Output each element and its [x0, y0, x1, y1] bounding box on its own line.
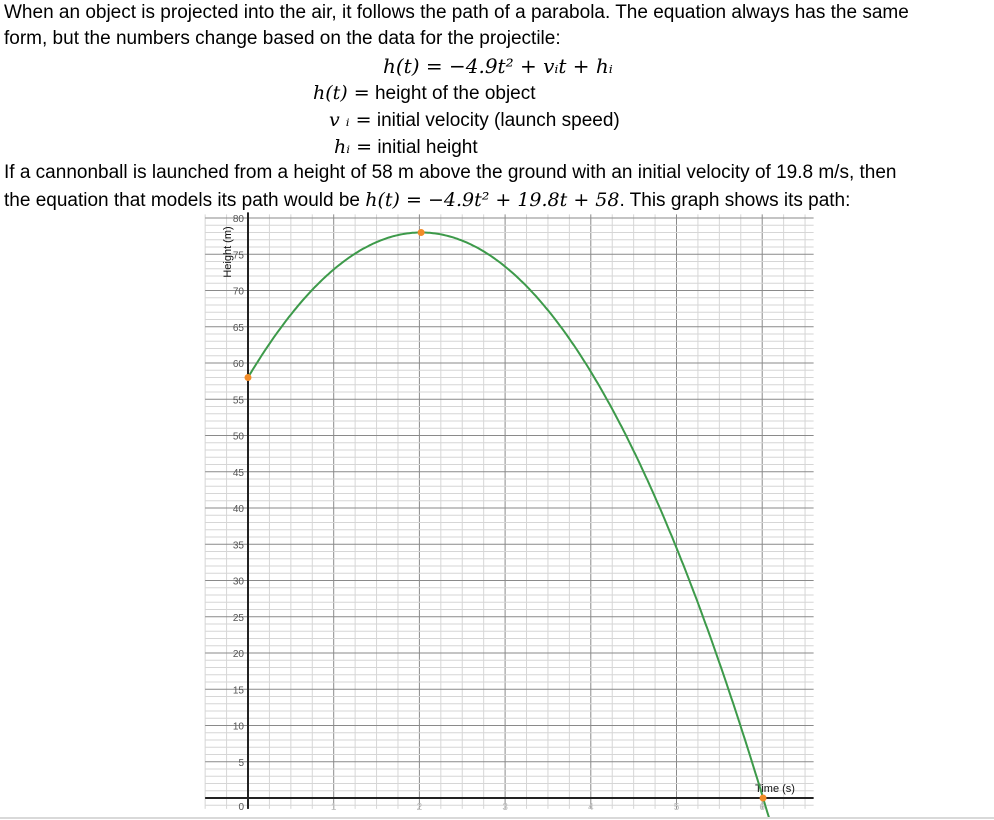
y-tick-label: 50	[233, 432, 245, 443]
intro-line-1: When an object is projected into the air…	[4, 2, 909, 23]
example-line-1: If a cannonball is launched from a heigh…	[4, 162, 897, 183]
x-tick-label: 1	[331, 802, 337, 813]
general-equation: h(t) = −4.9t² + vᵢt + hᵢ	[383, 54, 613, 78]
x-tick-label: 3	[502, 802, 508, 813]
x-tick-label: 5	[674, 802, 680, 813]
y-tick-label: 30	[233, 577, 245, 588]
x-tick-label: 4	[588, 802, 594, 813]
x-tick-label: 2	[417, 802, 423, 813]
data-point	[417, 229, 425, 236]
x-tick-label: 0	[238, 802, 244, 813]
definition-symbol: hᵢ =	[334, 136, 373, 158]
definition-text: initial velocity (launch speed)	[376, 110, 620, 131]
y-tick-label: 60	[233, 359, 245, 370]
y-tick-label: 80	[233, 214, 245, 225]
y-tick-label: 5	[238, 758, 244, 769]
y-tick-label: 20	[233, 649, 245, 660]
y-tick-label: 45	[233, 468, 245, 479]
example-text: the equation that models its path would …	[4, 190, 366, 211]
y-tick-label: 75	[233, 250, 245, 261]
definition-text: height of the object	[374, 83, 536, 104]
example-line-2: the equation that models its path would …	[4, 187, 850, 214]
definition-velocity: v ᵢ = initial velocity (launch speed)	[329, 107, 620, 134]
example-equation: h(t) = −4.9t² + 19.8t + 58	[365, 189, 620, 211]
x-tick-label: 6	[759, 802, 765, 813]
definition-symbol: h(t) =	[313, 82, 370, 104]
y-tick-label: 55	[233, 395, 245, 406]
data-point	[759, 794, 767, 802]
data-point	[244, 374, 252, 381]
y-tick-label: 40	[233, 504, 245, 515]
trajectory-curve	[247, 231, 771, 819]
y-tick-label: 25	[233, 613, 245, 624]
y-axis-label: Height (m)	[222, 226, 234, 277]
y-tick-label: 70	[233, 287, 245, 298]
definition-initial-height: hᵢ = initial height	[334, 134, 478, 161]
y-tick-label: 15	[233, 685, 245, 696]
intro-line-2: form, but the numbers change based on th…	[4, 28, 561, 49]
example-text-end: . This graph shows its path:	[619, 190, 851, 211]
definition-text: initial height	[377, 137, 478, 158]
x-axis-label: Time (s)	[755, 783, 795, 795]
divider	[0, 817, 994, 819]
y-tick-label: 35	[233, 540, 245, 551]
definition-height: h(t) = height of the object	[313, 80, 536, 107]
y-tick-label: 10	[233, 722, 245, 733]
y-tick-label: 65	[233, 323, 245, 334]
definition-symbol: v ᵢ =	[329, 109, 372, 131]
